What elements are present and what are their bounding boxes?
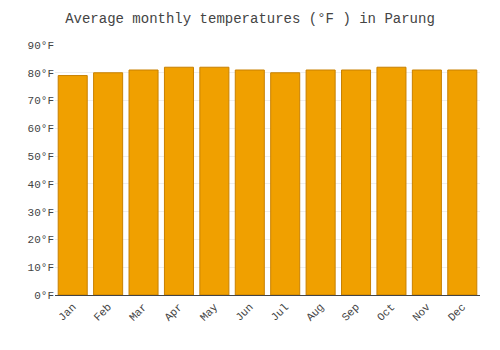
svg-text:Jul: Jul <box>269 301 291 323</box>
svg-text:May: May <box>198 301 221 324</box>
svg-text:Average monthly temperatures (: Average monthly temperatures (°F ) in Pa… <box>65 11 435 27</box>
svg-text:0°F: 0°F <box>34 290 54 302</box>
svg-text:70°F: 70°F <box>28 95 54 107</box>
svg-text:Sep: Sep <box>340 301 362 323</box>
svg-text:Feb: Feb <box>92 301 114 323</box>
svg-text:Aug: Aug <box>304 301 326 323</box>
svg-text:Jun: Jun <box>233 301 255 323</box>
svg-text:40°F: 40°F <box>28 179 54 191</box>
svg-text:50°F: 50°F <box>28 151 54 163</box>
svg-text:90°F: 90°F <box>28 40 54 52</box>
svg-text:Mar: Mar <box>127 301 149 323</box>
svg-text:Jan: Jan <box>56 301 78 323</box>
svg-text:20°F: 20°F <box>28 234 54 246</box>
svg-text:Oct: Oct <box>375 301 397 323</box>
svg-text:60°F: 60°F <box>28 123 54 135</box>
svg-text:Dec: Dec <box>446 301 468 323</box>
svg-text:30°F: 30°F <box>28 207 54 219</box>
svg-text:Apr: Apr <box>162 301 184 323</box>
svg-text:Nov: Nov <box>410 301 433 324</box>
svg-text:10°F: 10°F <box>28 262 54 274</box>
svg-text:80°F: 80°F <box>28 68 54 80</box>
